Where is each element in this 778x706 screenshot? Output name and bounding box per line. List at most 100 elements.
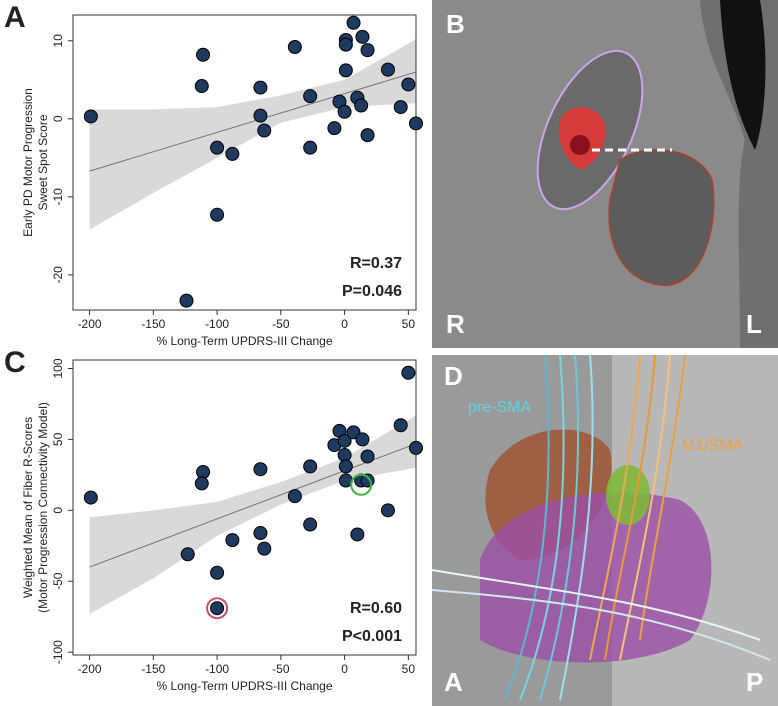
point [393, 100, 408, 115]
tract-label: pre-SMA [468, 399, 531, 416]
y-axis-label: Early PD Motor Progression [21, 88, 35, 237]
point [303, 89, 318, 104]
point [355, 432, 370, 447]
ventricle [720, 0, 766, 150]
point [360, 128, 375, 143]
y-tick-label: 100 [51, 358, 65, 378]
point [194, 79, 209, 94]
orientation-label: R [446, 309, 465, 339]
panel-label: C [4, 346, 26, 379]
point [83, 109, 98, 124]
point [253, 526, 268, 541]
fit-line [89, 443, 417, 568]
point [303, 140, 318, 155]
highlight-ring [350, 473, 373, 496]
panel-label: A [4, 1, 26, 34]
y-tick-label: 50 [51, 432, 65, 446]
stat-annotation: P<0.001 [342, 628, 402, 645]
point [360, 449, 375, 464]
stat-annotation: R=0.37 [350, 255, 402, 272]
point [337, 433, 352, 448]
point [210, 565, 225, 580]
y-axis-label: (Motor Progression Connectivity Model) [36, 402, 50, 613]
y-axis-label: Sweet Spot Score [36, 114, 50, 210]
y-tick-label: 0 [51, 507, 65, 514]
point [194, 476, 209, 491]
point [196, 47, 211, 62]
point [338, 37, 353, 52]
x-axis-label: % Long-Term UPDRS-III Change [156, 679, 332, 693]
point [210, 207, 225, 222]
confidence-band [89, 39, 417, 230]
point [401, 365, 416, 380]
confidence-band [89, 415, 417, 614]
point [287, 489, 302, 504]
y-tick-label: 0 [51, 115, 65, 122]
point [338, 63, 353, 78]
panel-label: D [444, 361, 463, 391]
point [409, 116, 423, 131]
y-tick-label: -10 [51, 188, 65, 206]
point [257, 541, 272, 556]
point [253, 80, 268, 95]
point [253, 108, 268, 123]
rn-outline [608, 148, 715, 286]
point [360, 43, 375, 58]
point [327, 121, 342, 136]
plot-frame [72, 359, 417, 656]
point [337, 104, 352, 119]
tracts [431, 354, 771, 701]
x-tick-label: -50 [272, 317, 290, 331]
point [354, 98, 369, 113]
orientation-label: L [746, 309, 762, 339]
x-tick-label: -100 [205, 317, 229, 331]
vat [606, 465, 650, 525]
point [225, 146, 240, 161]
stat-annotation: R=0.60 [350, 600, 402, 617]
x-tick-label: -150 [141, 662, 165, 676]
point [253, 462, 268, 477]
point [287, 39, 302, 54]
x-tick-label: -200 [78, 662, 102, 676]
point [210, 140, 225, 155]
x-tick-label: 0 [341, 317, 348, 331]
orientation-label: P [746, 667, 763, 697]
x-tick-label: -100 [205, 662, 229, 676]
highlight-ring [206, 597, 229, 620]
plot-frame [72, 14, 417, 311]
mri-panel-b: B R L [432, 0, 778, 348]
point [380, 503, 395, 518]
orientation-label: A [444, 667, 463, 697]
x-axis-label: % Long-Term UPDRS-III Change [156, 334, 332, 348]
point [257, 123, 272, 138]
point [409, 440, 423, 455]
point [401, 77, 416, 92]
y-tick-label: -50 [51, 572, 65, 590]
point [338, 459, 353, 474]
gpi-3d [480, 492, 712, 663]
point [346, 15, 361, 30]
x-tick-label: -200 [78, 317, 102, 331]
y-tick-label: -100 [51, 640, 65, 664]
point [303, 459, 318, 474]
point [210, 601, 225, 616]
tract-label: M1/SMA [682, 437, 744, 454]
point [355, 29, 370, 44]
point [350, 527, 365, 542]
point [380, 62, 395, 77]
y-tick-label: -20 [51, 266, 65, 284]
x-tick-label: 0 [341, 662, 348, 676]
y-axis-label: Weighted Mean of Fiber R-Scores [21, 417, 35, 598]
panel-label: B [446, 9, 465, 39]
point [225, 533, 240, 548]
sweet-spot-core [570, 135, 590, 155]
x-tick-label: -150 [141, 317, 165, 331]
point [393, 418, 408, 433]
point [179, 293, 194, 308]
y-tick-label: 10 [51, 34, 65, 48]
stat-annotation: P=0.046 [342, 283, 402, 300]
mri-panel-d: D pre-SMA M1/SMA A P [431, 354, 778, 706]
x-tick-label: 50 [402, 662, 416, 676]
x-tick-label: -50 [272, 662, 290, 676]
